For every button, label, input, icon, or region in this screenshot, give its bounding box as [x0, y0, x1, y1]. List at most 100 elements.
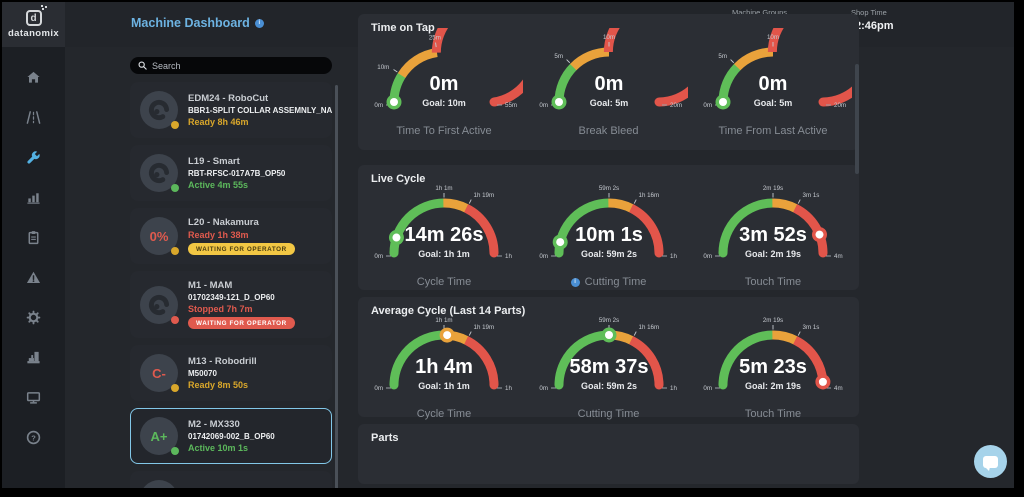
- gauge: 2m 19s 3m 1s 0m 4m 5m 23s Goal: 2m 19s Touch T…: [693, 311, 853, 420]
- tick-label: 1h 16m: [638, 192, 659, 199]
- sidebar-item-home[interactable]: [2, 57, 65, 97]
- machine-grade: C-: [152, 365, 166, 381]
- machine-icon: [27, 351, 40, 363]
- gauge-goal: Goal: 59m 2s: [580, 381, 636, 391]
- wrench-icon: [27, 150, 40, 164]
- status-dot: [171, 184, 179, 192]
- machine-status: Ready 8h 46m: [188, 117, 249, 127]
- sidebar-item-road[interactable]: [2, 97, 65, 137]
- home-icon: [27, 71, 40, 83]
- gauge-value: 3m 52s: [739, 224, 807, 246]
- gauge-goal: Goal: 2m 19s: [745, 249, 801, 259]
- waiting-badge: WAITING FOR OPERATOR: [188, 243, 295, 255]
- gauge-chart: 2m 19s 3m 1s 0m 4m 3m 52s Goal: 2m 19s: [703, 185, 842, 260]
- gauge: 59m 2s 1h 16m 0m 1h 58m 37s Goal: 59m 2s Cutti…: [529, 311, 689, 420]
- gauge-value: 0m: [430, 73, 459, 95]
- gauge-goal: Goal: 1h 1m: [418, 249, 470, 259]
- sidebar-item-machine[interactable]: [2, 337, 65, 377]
- max-label: 55m: [505, 102, 517, 109]
- machine-cards: EDM24 - RoboCut BBR1-SPLIT COLLAR ASSEMNL…: [130, 82, 332, 488]
- gauge-arc-segment: [718, 198, 774, 254]
- machine-groups-label: Machine Groups: [732, 8, 788, 17]
- sidebar-item-help[interactable]: ?: [2, 417, 65, 457]
- sidebar-item-clipboard[interactable]: [2, 217, 65, 257]
- gauge-label: Time To First Active: [396, 125, 492, 137]
- machine-status: Ready 8m 50s: [188, 380, 249, 390]
- gauge: 1h 1m 1h 19m 0m 1h 1h 4m Goal: 1h 1m Cycle Tim…: [364, 311, 524, 420]
- machine-card[interactable]: 0% L20 - Nakamura Ready 1h 38m WAITING FOR …: [130, 208, 332, 264]
- page-title: Machine Dashboard i: [131, 16, 264, 30]
- tick-label: 5m: [718, 53, 727, 60]
- min-label: 0m: [539, 385, 548, 392]
- tick-label: 10m: [377, 64, 389, 71]
- gauge-chart: 1h 1m 1h 19m 0m 1h 14m 26s Goal: 1h 1m: [374, 185, 512, 260]
- shop-time-value: 2:46pm: [855, 20, 894, 32]
- gauge-arc-segment: [733, 47, 774, 71]
- machine-card[interactable]: L19 - Smart RBT-RFSC-017A7B_OP50 Active 4m…: [130, 145, 332, 201]
- machine-avatar: A+: [140, 417, 179, 455]
- min-label: 0m: [539, 102, 548, 109]
- chat-button[interactable]: [974, 445, 1007, 478]
- machine-name: M1 - MAM: [188, 280, 233, 291]
- gauge-arc-segment: [397, 48, 438, 79]
- sidebar-item-warning[interactable]: [2, 257, 65, 297]
- status-dot: [171, 247, 179, 255]
- brand-logo[interactable]: d datanomix: [2, 2, 65, 47]
- machine-name: L19 - Smart: [188, 156, 240, 167]
- max-label: 20m: [834, 102, 846, 109]
- gauge-value: 0m: [759, 73, 788, 95]
- brand-name: datanomix: [7, 28, 60, 39]
- min-label: 0m: [703, 253, 712, 260]
- machine-status: Ready 1h 38m: [188, 230, 249, 240]
- machine-card[interactable]: EDM24 - RoboCut BBR1-SPLIT COLLAR ASSEMNL…: [130, 82, 332, 138]
- gauge: 59m 2s 1h 16m 0m 1h 10m 1s Goal: 59m 2s i Cutti…: [529, 179, 689, 288]
- sidebar-item-monitor[interactable]: [2, 377, 65, 417]
- gauge-chart: 5m 10m 0m 20m 0m Goal: 5m: [703, 14, 859, 110]
- tick-label: 2m 19s: [763, 317, 783, 324]
- dashboard-card: Average Cycle (Last 14 Parts) 1h 1m 1h 19m…: [358, 297, 859, 420]
- waiting-badge: WAITING FOR OPERATOR: [188, 317, 295, 329]
- tick-label: 2m 19s: [763, 185, 783, 192]
- gauge-arc-segment: [607, 198, 634, 213]
- clipboard-icon: [28, 230, 39, 244]
- max-label: 1h: [505, 385, 512, 392]
- gauge-chart: 59m 2s 1h 16m 0m 1h 58m 37s Goal: 59m 2s: [539, 317, 677, 392]
- machine-grade: 0%: [149, 228, 169, 244]
- gauge: 5m 10m 0m 20m 0m Goal: 5m Break Bleed: [529, 14, 713, 137]
- sidebar-item-bar-chart[interactable]: [2, 177, 65, 217]
- tick-label: 1h 1m: [435, 185, 452, 192]
- gauge-label: Touch Time: [744, 408, 802, 420]
- machine-name: M13 - Robodrill: [188, 356, 257, 367]
- gauge-arc-segment: [772, 330, 798, 345]
- machine-card[interactable]: M1 - MAM 01702349-121_D_OP60 Stopped 7h 7m…: [130, 271, 332, 338]
- machine-card[interactable]: A- M7 - FeelerAIR1-DW00000625302_B1_OP60_…: [130, 471, 332, 488]
- app-window: d datanomix Machine Dashboard i Machine …: [2, 2, 1014, 488]
- machine-card[interactable]: C- M13 - Robodrill M50070 Ready 8m 50s: [130, 345, 332, 401]
- page-title-text: Machine Dashboard: [131, 16, 250, 30]
- machine-list-scrollbar[interactable]: [335, 85, 338, 488]
- sidebar-item-gear[interactable]: [2, 297, 65, 337]
- gauge: 1h 1m 1h 19m 0m 1h 14m 26s Goal: 1h 1m Cycle T…: [364, 179, 524, 288]
- min-label: 0m: [703, 385, 712, 392]
- sidebar-item-wrench[interactable]: [2, 137, 65, 177]
- machine-card[interactable]: A+ M2 - MX330 01742069-002_B_OP60 Active 10…: [130, 408, 332, 464]
- machine-info: M7 - FeelerAIR1-DW00000625302_B1_OP60_3M…: [188, 480, 322, 488]
- machine-info: L20 - Nakamura Ready 1h 38m WAITING FOR OP…: [188, 217, 295, 255]
- chat-icon: [983, 455, 998, 471]
- gauge-label: Break Bleed: [578, 125, 639, 137]
- status-dot: [171, 315, 179, 324]
- machine-info: M2 - MX330 01742069-002_B_OP60 Active 10m …: [188, 417, 275, 455]
- search-bar[interactable]: [130, 57, 332, 74]
- gauge-label: Cutting Time: [577, 408, 640, 420]
- info-icon[interactable]: i: [254, 18, 264, 28]
- info-icon[interactable]: i: [570, 277, 580, 287]
- machine-list: EDM24 - RoboCut BBR1-SPLIT COLLAR ASSEMNL…: [130, 57, 338, 488]
- max-label: 1h: [670, 385, 677, 392]
- dashboard-card: Live Cycle 1h 1m 1h 19m 0m 1h 14m 26s Goal: 1h…: [358, 165, 859, 290]
- gear-icon: [26, 310, 41, 324]
- gauge-arc-segment: [463, 204, 499, 254]
- bar-chart-icon: [27, 192, 40, 204]
- dashboard-scrollbar[interactable]: [855, 64, 859, 174]
- min-label: 0m: [374, 102, 383, 109]
- search-input[interactable]: [152, 60, 312, 71]
